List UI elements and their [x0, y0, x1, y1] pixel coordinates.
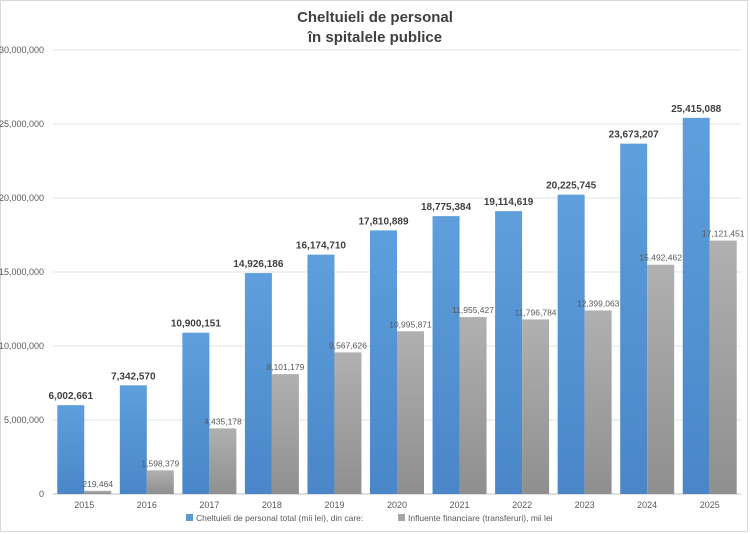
x-tick-label: 2018 — [262, 500, 282, 510]
data-label-transfer: 4,435,178 — [204, 416, 242, 426]
bar-transfer — [84, 490, 112, 494]
bar-total — [495, 211, 523, 494]
bar-total — [620, 143, 648, 494]
data-label-total: 17,810,889 — [358, 216, 408, 227]
y-tick-label: 30,000,000 — [0, 45, 44, 55]
data-labels: 6,002,661 219,464 7,342,570 1,598,379 10,900… — [49, 104, 745, 489]
bar-transfer — [271, 374, 299, 494]
data-label-total: 6,002,661 — [49, 391, 94, 402]
x-tick-label: 2023 — [575, 500, 595, 510]
data-label-total: 19,114,619 — [484, 197, 534, 208]
y-tick-label: 15,000,000 — [0, 267, 44, 277]
y-tick-label: 25,000,000 — [0, 119, 44, 129]
x-tick-label: 2019 — [324, 500, 344, 510]
chart-subtitle: în spitalele publice — [307, 29, 443, 46]
data-label-transfer: 12,399,063 — [577, 298, 620, 308]
legend-swatch — [398, 514, 405, 521]
data-label-total: 7,342,570 — [111, 371, 156, 382]
x-tick-label: 2016 — [137, 500, 157, 510]
legend-label: Influente financiare (transferuri), mii … — [408, 513, 553, 523]
data-label-transfer: 11,796,784 — [515, 307, 557, 317]
data-label-transfer: 15,492,462 — [639, 253, 682, 263]
bars — [57, 117, 737, 495]
data-label-transfer: 219,464 — [82, 479, 113, 489]
legend-label: Cheltuieli de personal total (mii lei), … — [196, 513, 363, 523]
bar-transfer — [709, 240, 737, 494]
bar-total — [557, 194, 585, 494]
bar-transfer — [146, 470, 174, 494]
y-tick-label: 20,000,000 — [0, 193, 44, 203]
bar-total — [370, 230, 397, 494]
legend: Cheltuieli de personal total (mii lei), … — [186, 513, 553, 523]
x-axis-ticks: 2015 2016 2017 2018 2019 2020 2021 2022 2023 2024… — [74, 500, 719, 510]
x-tick-label: 2024 — [637, 500, 657, 510]
bar-transfer — [584, 310, 612, 494]
bar-total — [119, 385, 147, 494]
x-tick-label: 2025 — [700, 500, 720, 510]
legend-swatch — [186, 514, 193, 521]
data-label-transfer: 1,598,379 — [141, 458, 179, 468]
x-tick-label: 2015 — [74, 500, 94, 510]
data-label-transfer: 10,995,871 — [389, 319, 432, 329]
data-label-total: 23,673,207 — [609, 130, 659, 141]
x-tick-label: 2022 — [512, 500, 532, 510]
x-tick-label: 2021 — [450, 500, 470, 510]
bar-total — [432, 216, 460, 494]
bar-transfer — [397, 331, 424, 494]
bar-total — [57, 405, 85, 494]
bar-total — [182, 332, 210, 494]
data-label-total: 20,225,745 — [546, 181, 596, 192]
y-axis-ticks: 0 5,000,000 10,000,000 15,000,000 20,000,000… — [0, 45, 44, 499]
bar-total — [682, 117, 710, 495]
bar-transfer — [459, 317, 487, 494]
data-label-transfer: 11,955,427 — [452, 305, 494, 315]
x-tick-label: 2017 — [199, 500, 219, 510]
data-label-total: 16,174,710 — [296, 241, 346, 252]
data-label-transfer: 9,567,626 — [329, 340, 367, 350]
y-tick-label: 0 — [39, 489, 44, 499]
data-label-total: 25,415,088 — [671, 104, 721, 115]
bar-transfer — [209, 428, 237, 494]
chart-title: Cheltuieli de personal — [297, 9, 453, 26]
data-label-total: 14,926,186 — [233, 259, 283, 270]
data-label-transfer: 17,121,451 — [702, 229, 745, 239]
data-label-transfer: 8,101,179 — [266, 362, 304, 372]
data-label-total: 10,900,151 — [171, 319, 221, 330]
bar-transfer — [522, 319, 550, 494]
bar-total — [307, 254, 335, 494]
chart-title-block: Cheltuieli de personal în spitalele publ… — [0, 8, 750, 48]
bar-transfer — [334, 352, 362, 494]
bar-transfer — [647, 264, 675, 494]
y-tick-label: 10,000,000 — [0, 341, 44, 351]
y-tick-label: 5,000,000 — [4, 415, 44, 425]
bar-total — [244, 273, 272, 494]
data-label-total: 18,775,384 — [421, 202, 471, 213]
x-tick-label: 2020 — [387, 500, 407, 510]
